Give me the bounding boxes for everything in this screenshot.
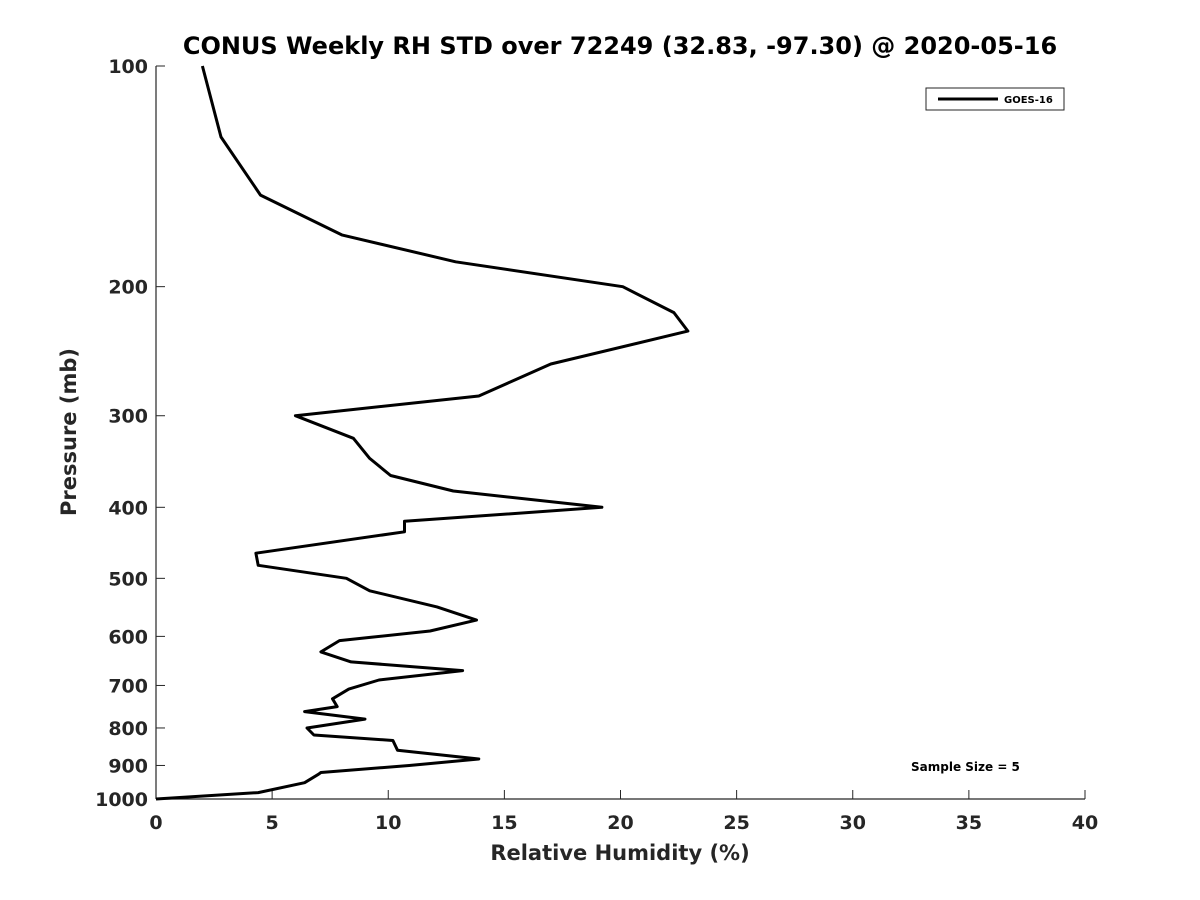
y-tick-label: 400 xyxy=(108,497,148,519)
y-tick-label: 300 xyxy=(108,406,148,428)
x-tick-label: 35 xyxy=(956,812,982,834)
x-axis-label: Relative Humidity (%) xyxy=(490,841,749,865)
y-tick-label: 900 xyxy=(108,755,148,777)
chart-title: CONUS Weekly RH STD over 72249 (32.83, -… xyxy=(183,32,1057,60)
legend: GOES-16 xyxy=(925,87,1065,111)
y-ticks: 100 200 300 400 500 600 700 800 900 1000 xyxy=(95,56,165,811)
x-tick-label: 30 xyxy=(840,812,866,834)
x-tick-label: 40 xyxy=(1072,812,1098,834)
y-tick-label: 100 xyxy=(108,56,148,78)
y-tick-label: 800 xyxy=(108,718,148,740)
y-tick-label: 500 xyxy=(108,568,148,590)
x-tick-label: 15 xyxy=(491,812,517,834)
x-tick-label: 0 xyxy=(149,812,162,834)
x-tick-label: 25 xyxy=(723,812,749,834)
y-axis-label: Pressure (mb) xyxy=(57,348,81,516)
sample-size-annotation: Sample Size = 5 xyxy=(911,760,1020,774)
y-tick-label: 700 xyxy=(108,675,148,697)
y-tick-label: 1000 xyxy=(95,789,148,811)
y-tick-label: 600 xyxy=(108,626,148,648)
legend-label-goes-16: GOES-16 xyxy=(1004,95,1053,106)
x-tick-label: 10 xyxy=(375,812,401,834)
series-line-goes-16 xyxy=(155,65,690,801)
y-tick-label: 200 xyxy=(108,277,148,299)
x-tick-label: 20 xyxy=(607,812,633,834)
x-tick-label: 5 xyxy=(266,812,279,834)
x-ticks: 0 5 10 15 20 25 30 35 40 xyxy=(149,790,1098,834)
series-layer xyxy=(155,65,690,801)
